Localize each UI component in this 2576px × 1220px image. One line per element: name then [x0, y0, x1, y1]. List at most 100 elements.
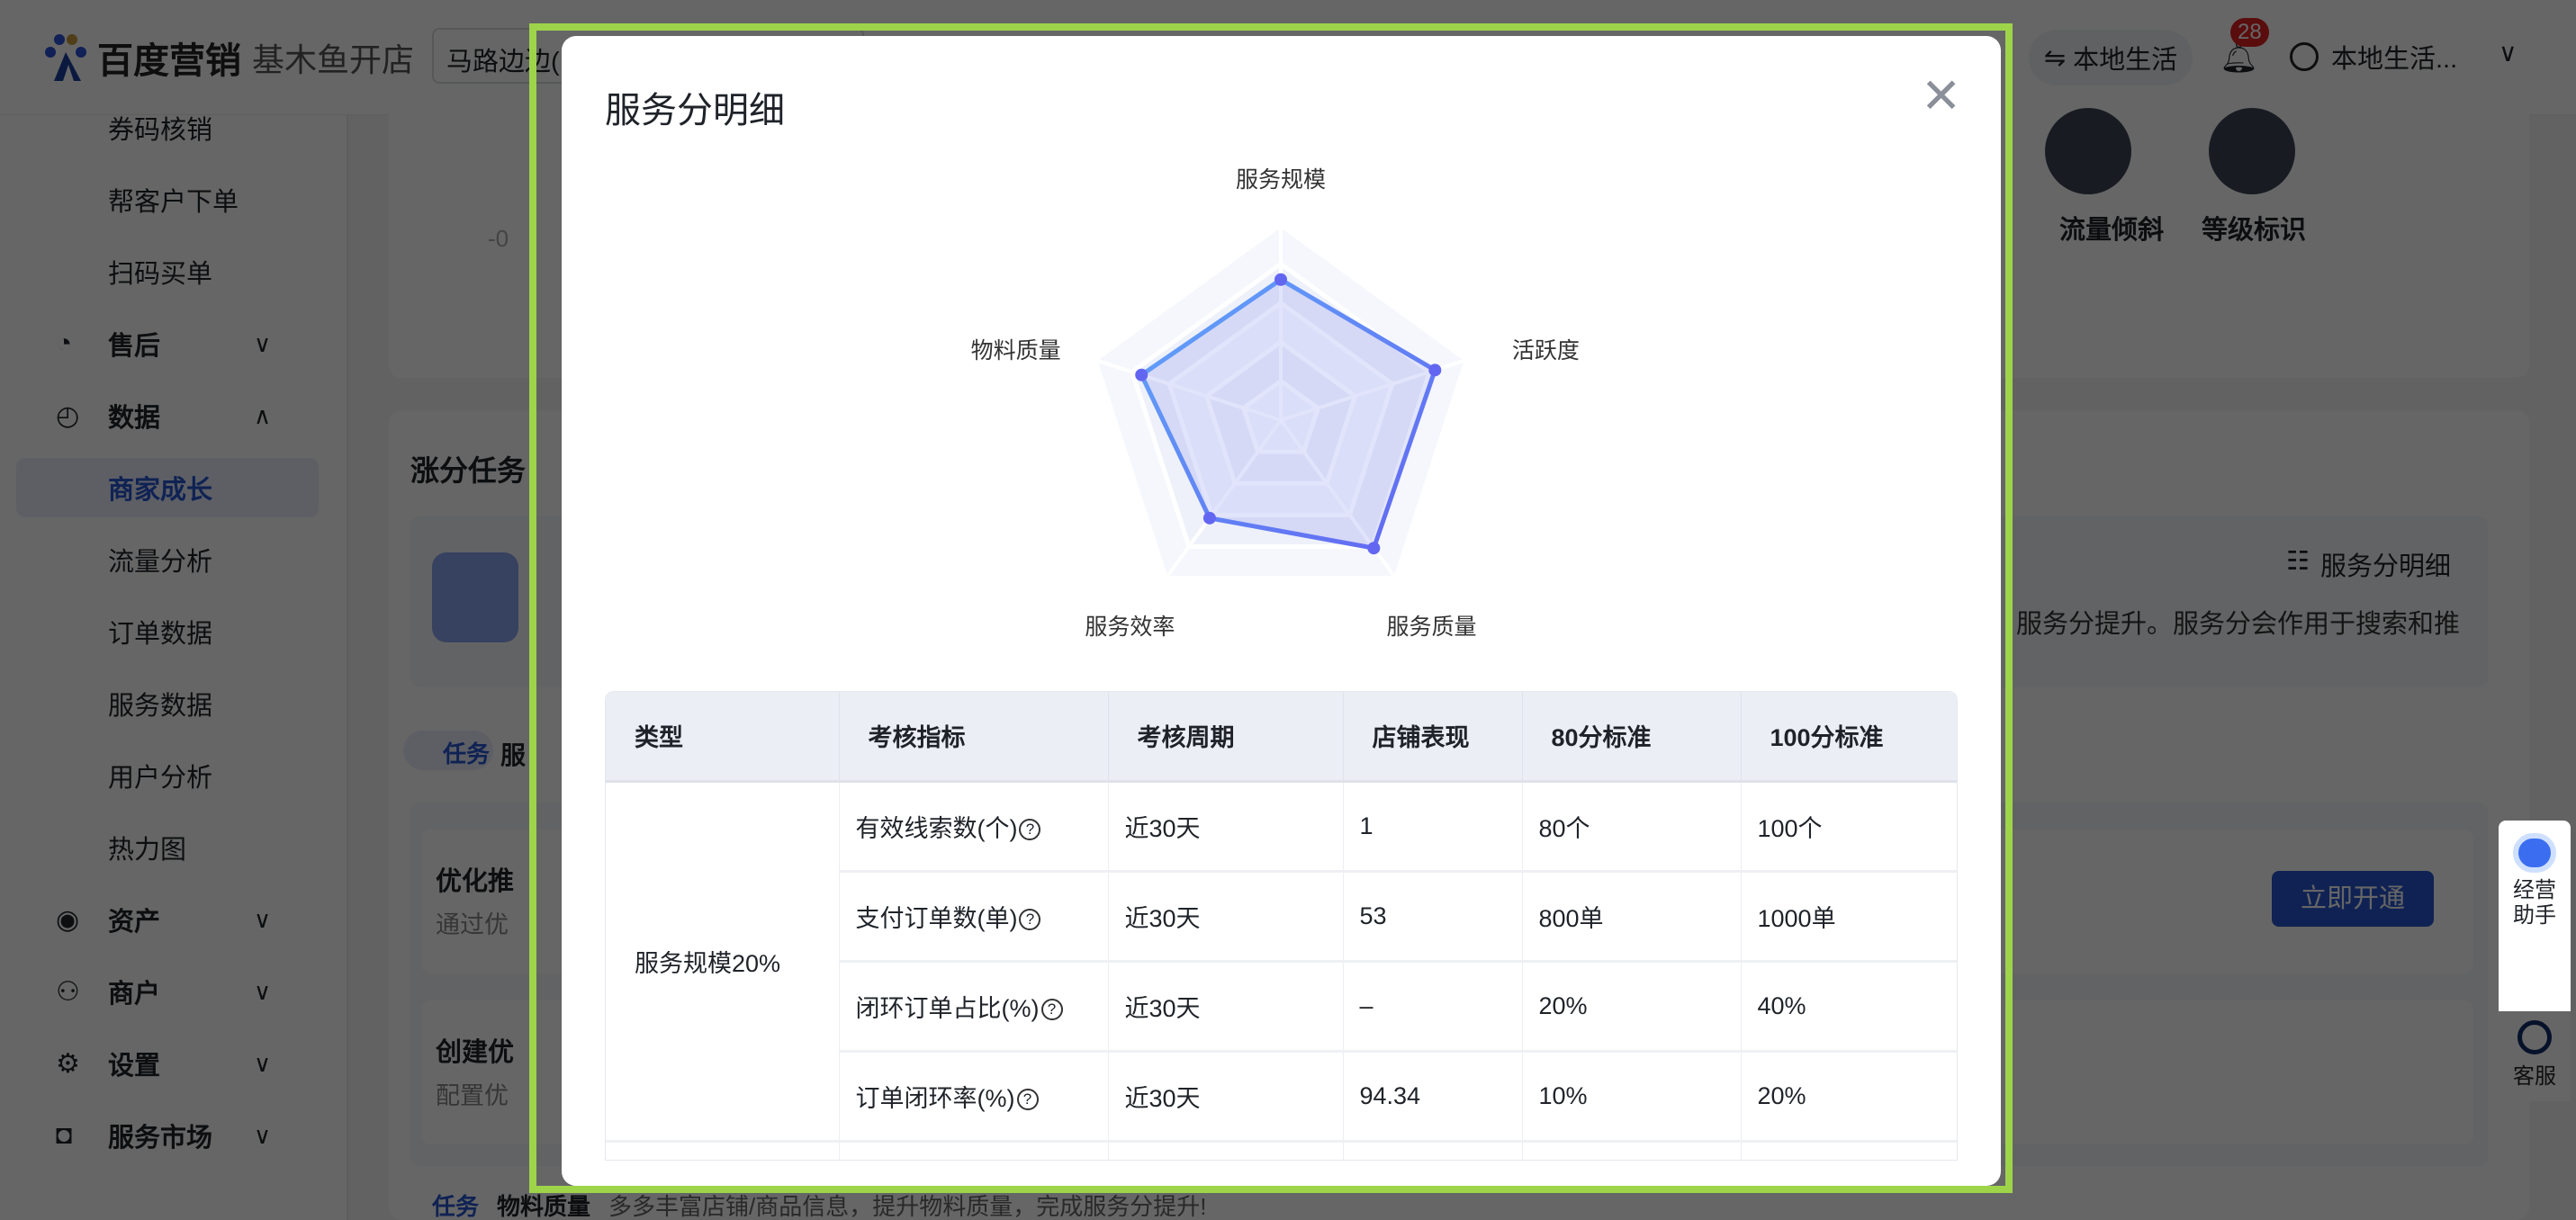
std80-cell: 80个 [1522, 781, 1742, 873]
value-cell: – [1343, 961, 1523, 1053]
radar-axis-line [1094, 358, 1282, 422]
period-cell: 近30天 [1108, 871, 1344, 963]
store-select-value: 马路边边( [446, 48, 560, 76]
radar-axis-label: 物料质量 [970, 337, 1061, 363]
sidebar-item-label: 服务市场 [108, 1124, 213, 1153]
sidebar-item[interactable]: 订单数据 [0, 596, 348, 668]
sidebar-item[interactable]: ◘ 服务市场 ∨ [0, 1099, 348, 1171]
chevron-down-icon: ∨ [254, 1049, 272, 1077]
baidu-paw-icon [45, 34, 86, 81]
radar-point [1135, 368, 1148, 381]
logo[interactable]: 百度营销 基木鱼开店 [41, 31, 414, 85]
period-cell: 近30天 [1108, 1051, 1344, 1143]
tasks-title: 涨分任务 [410, 454, 527, 487]
radar-axis-line [1164, 418, 1283, 579]
column-header: 店铺表现 [1343, 692, 1523, 783]
metric-cell: 订单闭环率(%)? [839, 1051, 1109, 1143]
user-menu[interactable]: 本地生活... [2290, 38, 2457, 76]
sidebar-item[interactable]: ⚙ 设置 ∨ [0, 1027, 348, 1099]
column-header: 80分标准 [1522, 692, 1742, 783]
table-row: 订单闭环率(%)? 近30天 94.34 10% 20% [606, 1051, 1957, 1143]
notification-badge: 28 [2230, 18, 2269, 47]
sidebar-item-label: 扫码买单 [108, 260, 213, 289]
std100-cell: 100个 [1741, 781, 1957, 873]
sidebar-item[interactable]: 扫码买单 [0, 236, 348, 308]
switch-label: 本地生活 [2073, 46, 2178, 75]
sidebar-item[interactable]: 券码核销 [0, 92, 348, 164]
sidebar-item[interactable]: 用户分析 [0, 740, 348, 812]
sidebar-item-label: 订单数据 [108, 620, 213, 649]
sidebar-item-label: 券码核销 [108, 116, 213, 145]
sidebar-item-label: 流量分析 [108, 548, 213, 577]
score-table: 类型 考核指标 考核周期 店铺表现 80分标准 100分标准 服务规模20% 有效线索数(个… [606, 692, 1957, 1160]
task-row-title: 创建优 [436, 1038, 515, 1067]
task-row-desc: 配置优 [436, 1082, 509, 1109]
help-icon[interactable]: ? [1019, 909, 1041, 931]
service-detail-link[interactable]: ☷ 服务分明细 [2286, 545, 2451, 583]
sidebar: 券码核销帮客户下单扫码买单 ◔ 售后 ∨ ◴ 数据 ∧ 商家成长流量分析订单数据服务数据用户分… [0, 115, 348, 1220]
assistant-float[interactable]: 经营助手 [2499, 821, 2571, 1011]
task-desc: 多多丰富店铺/商品信息，提升物料质量，完成服务分提升! [608, 1193, 1207, 1220]
eye-icon: ◉ [56, 904, 80, 935]
benefit-label: 等级标识 [2202, 216, 2307, 245]
sidebar-item[interactable]: ◴ 数据 ∧ [0, 380, 348, 452]
task-tag: 任务 [403, 731, 493, 770]
switch-business-button[interactable]: ⇋ 本地生活 [2029, 30, 2193, 85]
sidebar-item[interactable]: 帮客户下单 [0, 164, 348, 236]
std80-cell: 800单 [1522, 871, 1742, 963]
close-icon[interactable]: ✕ [1921, 69, 1962, 123]
chevron-down-icon[interactable]: ∨ [2499, 39, 2517, 67]
sidebar-item-label: 售后 [108, 332, 161, 361]
sidebar-item[interactable]: 服务数据 [0, 668, 348, 740]
column-header: 类型 [606, 692, 840, 783]
table-row: 支付订单数(单)? 近30天 53 800单 1000单 [606, 871, 1957, 963]
score-table-container[interactable]: 类型 考核指标 考核周期 店铺表现 80分标准 100分标准 服务规模20% 有效线索数(个… [605, 691, 1958, 1161]
std100-cell: 20% [1741, 1051, 1957, 1143]
stethoscope-icon [432, 552, 518, 642]
benefit-label: 流量倾斜 [2059, 216, 2165, 245]
value-cell: 1 [1343, 781, 1523, 873]
task-name: 物料质量 [497, 1193, 591, 1220]
sidebar-item[interactable]: 商家成长 [0, 452, 348, 524]
sidebar-item[interactable]: ⚇ 商户 ∨ [0, 955, 348, 1027]
radar-axis-label: 活跃度 [1511, 337, 1580, 363]
std100-cell: 40% [1741, 961, 1957, 1053]
assistant-label: 经营助手 [2513, 878, 2556, 928]
gauge-tick: -0 [488, 225, 509, 252]
sidebar-item-label: 帮客户下单 [108, 188, 239, 217]
modal-title: 服务分明细 [605, 91, 785, 130]
sidebar-item-label: 服务数据 [108, 692, 213, 721]
sidebar-item[interactable]: ◔ 售后 ∨ [0, 308, 348, 380]
help-icon[interactable]: ? [1040, 999, 1063, 1021]
sidebar-item-label: 热力图 [108, 836, 187, 865]
sidebar-item[interactable]: ◉ 资产 ∨ [0, 884, 348, 955]
column-header: 考核周期 [1108, 692, 1344, 783]
help-icon[interactable]: ? [1016, 1089, 1039, 1111]
chevron-down-icon: ∨ [254, 905, 272, 933]
sidebar-item-label: 商户 [108, 980, 161, 1009]
product-name: 基木鱼开店 [252, 41, 415, 78]
metric-label: 支付订单数(单) [855, 904, 1018, 932]
metric-label: 闭环订单占比(%) [855, 994, 1040, 1022]
metric-cell: 有效线索数(个)? [839, 781, 1109, 873]
radar-point [1274, 273, 1287, 286]
sidebar-item[interactable]: 流量分析 [0, 524, 348, 596]
table-row: 闭环订单占比(%)? 近30天 –20% 40% [606, 961, 1957, 1053]
sidebar-item-label: 用户分析 [108, 764, 213, 793]
highlight-frame [529, 23, 2013, 1193]
radar-point [1202, 511, 1216, 525]
task-row-title: 优化推 [436, 867, 515, 896]
customer-service-button[interactable]: 客服 [2499, 1011, 2571, 1101]
table-row [606, 1141, 1957, 1160]
std100-cell: 1000单 [1741, 871, 1957, 963]
sidebar-item[interactable]: 热力图 [0, 812, 348, 884]
help-icon[interactable]: ? [1019, 819, 1041, 841]
aftersale-check-icon: ◔ [56, 328, 73, 358]
sidebar-item-label: 设置 [108, 1052, 161, 1081]
list-icon: ☷ [2286, 547, 2310, 576]
metric-label: 有效线索数(个) [855, 814, 1018, 842]
period-cell: 近30天 [1108, 961, 1344, 1053]
bottom-task: 任务 物料质量 多多丰富店铺/商品信息，提升物料质量，完成服务分提升! [432, 1195, 1206, 1218]
open-now-button[interactable]: 立即开通 [2272, 871, 2434, 927]
user-icon: ⚇ [56, 976, 80, 1007]
